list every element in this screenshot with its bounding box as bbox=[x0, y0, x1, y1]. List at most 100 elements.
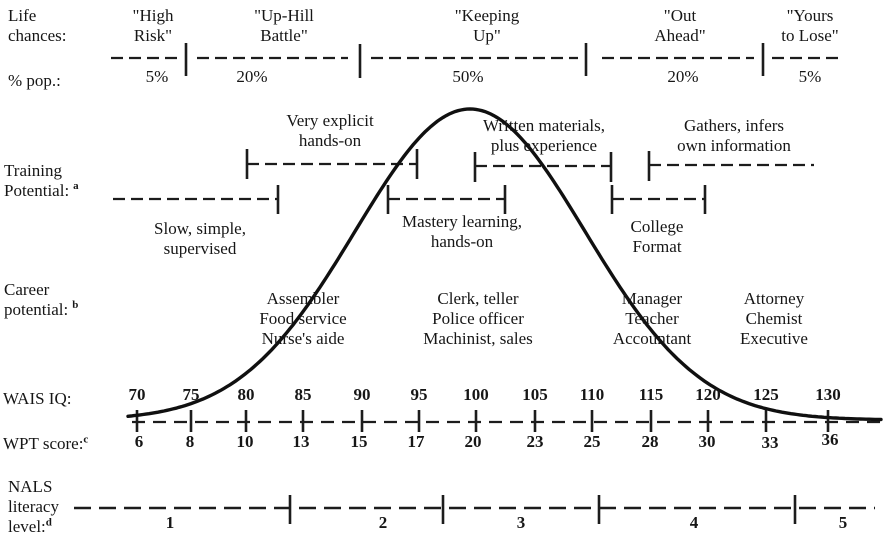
nals-level-label: 3 bbox=[516, 513, 526, 532]
wais-iq-tick-label: 125 bbox=[753, 385, 779, 404]
career-potential-row-label: Career potential: b bbox=[4, 280, 78, 320]
wpt-row-label-text: WPT score: bbox=[3, 434, 84, 453]
career-item: Food service bbox=[259, 309, 347, 328]
wpt-score-tick-label: 8 bbox=[185, 432, 195, 451]
label-line: Format bbox=[632, 237, 682, 256]
life-chances-label-out-ahead: "Out Ahead" bbox=[654, 6, 705, 46]
wais-iq-tick-label: 105 bbox=[522, 385, 548, 404]
career-item: Executive bbox=[740, 329, 808, 348]
life-chances-ticks bbox=[184, 43, 765, 78]
training-label-gathers-infers: Gathers, infers own information bbox=[677, 116, 791, 156]
life-chances-label-yours-to-lose: "Yours to Lose" bbox=[781, 6, 838, 46]
bell-curve bbox=[126, 107, 883, 422]
pct-value: 5% bbox=[798, 67, 822, 86]
nals-row-label-line3: level:d bbox=[8, 517, 59, 537]
wais-iq-tick-label: 85 bbox=[294, 385, 312, 404]
training-label-slow-simple: Slow, simple, supervised bbox=[154, 219, 246, 259]
training-label-written-materials: Written materials, plus experience bbox=[483, 116, 605, 156]
pct-value: 5% bbox=[145, 67, 169, 86]
label-line: "High bbox=[132, 6, 174, 25]
nals-row-label: NALS literacy level:d bbox=[8, 477, 59, 537]
nals-row-label-text: level: bbox=[8, 517, 46, 536]
wais-iq-tick-label: 110 bbox=[579, 385, 605, 404]
pct-pop-row-label: % pop.: bbox=[8, 71, 61, 90]
wpt-score-tick-label: 23 bbox=[526, 432, 544, 451]
career-item: Assembler bbox=[266, 289, 340, 308]
wpt-score-tick-label: 13 bbox=[292, 432, 310, 451]
footnote-marker-b: b bbox=[72, 299, 79, 312]
wais-iq-tick-label: 95 bbox=[410, 385, 428, 404]
label-line: Ahead" bbox=[654, 26, 706, 45]
label-line: own information bbox=[677, 136, 791, 155]
label-line: Mastery learning, bbox=[402, 212, 522, 231]
wpt-score-tick-label: 33 bbox=[761, 433, 779, 452]
career-item: Chemist bbox=[745, 309, 803, 328]
career-column-4: Attorney Chemist Executive bbox=[740, 289, 808, 349]
wpt-score-tick-label: 30 bbox=[698, 432, 716, 451]
wpt-score-tick-label: 6 bbox=[134, 432, 144, 451]
training-row-label-text: Potential: bbox=[4, 181, 70, 200]
career-column-2: Clerk, teller Police officer Machinist, … bbox=[423, 289, 533, 349]
wpt-score-tick-label: 25 bbox=[583, 432, 601, 451]
wais-iq-tick-label: 130 bbox=[815, 385, 841, 404]
wais-iq-tick-label: 90 bbox=[353, 385, 371, 404]
life-chances-label-keeping-up: "Keeping Up" bbox=[455, 6, 520, 46]
label-line: plus experience bbox=[490, 136, 598, 155]
label-line: hands-on bbox=[298, 131, 362, 150]
nals-row-label-line1: NALS bbox=[8, 477, 53, 496]
career-item: Manager bbox=[621, 289, 683, 308]
label-line: Risk" bbox=[133, 26, 173, 45]
training-brackets bbox=[113, 149, 814, 214]
wais-wpt-ruler bbox=[132, 410, 883, 432]
wais-iq-tick-label: 115 bbox=[638, 385, 664, 404]
nals-row-label-line2: literacy bbox=[8, 497, 59, 516]
wpt-score-tick-label: 20 bbox=[464, 432, 482, 451]
training-label-mastery-learning: Mastery learning, hands-on bbox=[402, 212, 522, 252]
nals-level-label: 5 bbox=[838, 513, 848, 532]
label-line: to Lose" bbox=[781, 26, 839, 45]
label-line: "Yours bbox=[786, 6, 834, 25]
wais-iq-tick-label: 100 bbox=[463, 385, 489, 404]
label-line: supervised bbox=[163, 239, 237, 258]
career-item: Nurse's aide bbox=[261, 329, 345, 348]
training-label-college-format: College Format bbox=[631, 217, 684, 257]
career-item: Teacher bbox=[625, 309, 679, 328]
label-line: "Out bbox=[663, 6, 697, 25]
career-item: Attorney bbox=[743, 289, 805, 308]
footnote-marker-d: d bbox=[45, 516, 52, 529]
career-column-1: Assembler Food service Nurse's aide bbox=[259, 289, 346, 349]
life-chances-label-uphill-battle: "Up-Hill Battle" bbox=[254, 6, 314, 46]
career-item: Accountant bbox=[612, 329, 692, 348]
wpt-score-row-label: WPT score:c bbox=[3, 434, 88, 454]
career-item: Police officer bbox=[432, 309, 524, 328]
training-row-label-line1: Training bbox=[4, 161, 62, 180]
label-line: Written materials, bbox=[482, 116, 606, 135]
pct-value: 20% bbox=[236, 67, 268, 86]
wpt-score-tick-label: 10 bbox=[236, 432, 254, 451]
label-line: Battle" bbox=[260, 26, 308, 45]
pct-value: 20% bbox=[667, 67, 699, 86]
life-chances-row-label-line2: chances: bbox=[8, 26, 67, 45]
life-chances-row-label-line1: Life bbox=[8, 6, 37, 25]
label-line: College bbox=[630, 217, 684, 236]
nals-level-label: 4 bbox=[689, 513, 699, 532]
life-chances-label-high-risk: "High Risk" bbox=[133, 6, 174, 46]
wais-iq-tick-label: 70 bbox=[128, 385, 146, 404]
career-column-3: Manager Teacher Accountant bbox=[613, 289, 691, 349]
wpt-score-tick-label: 28 bbox=[641, 432, 659, 451]
career-row-label-line2: potential: b bbox=[4, 300, 78, 320]
footnote-marker-c: c bbox=[83, 433, 89, 446]
wpt-score-tick-label: 17 bbox=[407, 432, 425, 451]
wais-iq-tick-label: 120 bbox=[695, 385, 721, 404]
label-line: Gathers, infers bbox=[683, 116, 785, 135]
training-row-label-line2: Potential: a bbox=[4, 181, 79, 201]
career-row-label-text: potential: bbox=[4, 300, 69, 319]
nals-level-label: 2 bbox=[378, 513, 388, 532]
label-line: Very explicit bbox=[286, 111, 374, 130]
training-potential-row-label: Training Potential: a bbox=[4, 161, 79, 201]
training-label-very-explicit: Very explicit hands-on bbox=[286, 111, 373, 151]
career-item: Clerk, teller bbox=[437, 289, 519, 308]
life-chances-row-label: Life chances: bbox=[8, 6, 67, 46]
nals-level-label: 1 bbox=[165, 513, 175, 532]
